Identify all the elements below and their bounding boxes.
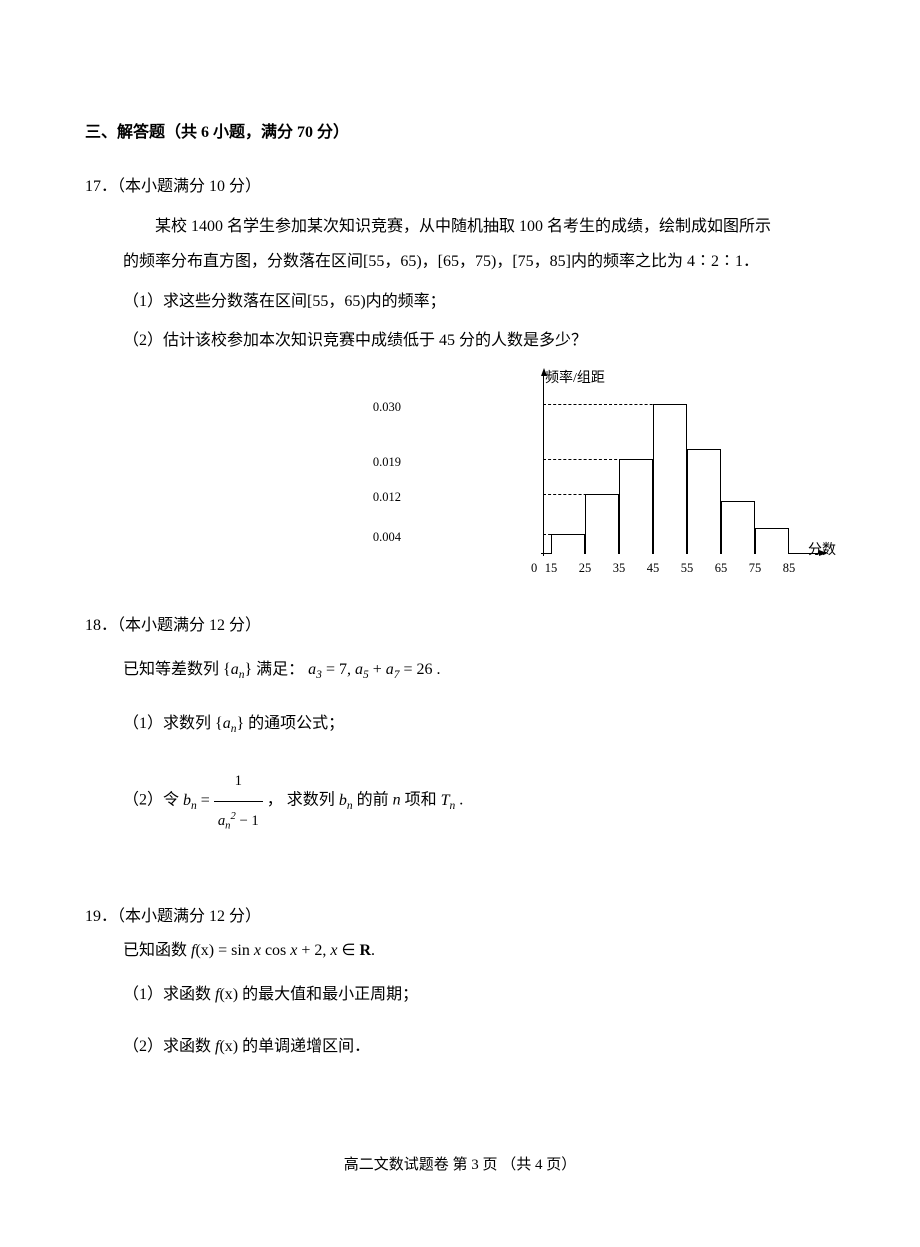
histogram-bar [619,459,653,554]
p18-q1: （1）求数列 {an} 的通项公式； [123,703,835,745]
xtick-label: 45 [647,558,660,578]
p18-a7a: a [386,661,394,678]
ytick-label: 0.004 [373,527,401,547]
problem-18-points: （本小题满分 12 分） [117,617,261,634]
p19-R: R [359,942,371,959]
p18-bn-b: b [183,792,191,809]
chart-plot-area: 0 分数 0.0040.0120.0190.030152535455565758… [543,384,808,554]
histogram-bar [755,528,789,554]
p18-den-m1: − 1 [236,813,259,829]
p18-q1-a: a [223,715,231,732]
problem-19: 19．（本小题满分 12 分） 已知函数 f(x) = sin x cos x … [85,904,835,1067]
histogram-bar [551,534,585,554]
problem-17-points: （本小题满分 10 分） [117,178,261,195]
p18-bn-n2: n [347,800,353,812]
p19-px: (x) [195,942,214,959]
histogram-bar [687,449,721,554]
problem-17-num: 17． [85,178,117,195]
p18-bn-n: n [191,800,197,812]
problem-17-body: 某校 1400 名学生参加某次知识竞赛，从中随机抽取 100 名考生的成绩，绘制… [85,209,835,358]
p19-cos: cos [261,942,290,959]
ytick-label: 0.012 [373,487,401,507]
p18-eq26: = 26 . [400,661,441,678]
p19-q2-px: (x) [219,1038,238,1055]
p18-q2-mid3: 项和 [401,792,437,809]
xtick-label: 15 [545,558,558,578]
p18-q2-mid2: 的前 [357,792,393,809]
p19-q1-px: (x) [219,986,238,1003]
p19-q1a: （1）求函数 [123,986,215,1003]
p18-q2-mid: ， 求数列 [267,792,335,809]
xtick-label: 25 [579,558,592,578]
p19-p2: + 2, [297,942,330,959]
problem-17: 17．（本小题满分 10 分） 某校 1400 名学生参加某次知识竞赛，从中随机… [85,174,835,358]
problem-19-num: 19． [85,908,117,925]
arrow-up-icon [541,368,547,376]
problem-19-body: 已知函数 f(x) = sin x cos x + 2, x ∈ R. （1）求… [85,932,835,1067]
ytick-label: 0.030 [373,397,401,417]
p19-q2a: （2）求函数 [123,1038,215,1055]
p17-q2: （2）估计该校参加本次知识竞赛中成绩低于 45 分的人数是多少？ [123,323,835,358]
p18-l1-mid: 满足： [256,661,304,678]
xtick-label: 55 [681,558,694,578]
xtick-label: 85 [783,558,796,578]
p18-eq7: = 7, [322,661,355,678]
p18-den-n: n [225,820,230,831]
xtick-label: 35 [613,558,626,578]
p18-seq-a: a [231,661,239,678]
p18-q2: （2）令 bn = 1 an2 − 1 ， 求数列 bn 的前 n 项和 Tn … [123,762,835,840]
xtick-label: 75 [749,558,762,578]
xtick-label: 65 [715,558,728,578]
problem-19-header: 19．（本小题满分 12 分） [85,904,835,930]
problem-18-num: 18． [85,617,117,634]
x-axis-title: 分数 [808,540,836,562]
histogram-bar [653,404,687,554]
p19-q1b: 的最大值和最小正周期； [242,986,418,1003]
origin-label: 0 [531,558,537,578]
y-axis [543,374,544,556]
p19-dot: . [371,942,375,959]
ytick-label: 0.019 [373,452,401,472]
page-footer: 高二文数试题卷 第 3 页 （共 4 页） [0,1153,920,1177]
p18-nvar: n [393,792,401,809]
problem-18: 18．（本小题满分 12 分） 已知等差数列 {an} 满足： a3 = 7, … [85,613,835,840]
p19-xin: x [330,942,337,959]
p18-plus: + [369,661,386,678]
problem-18-header: 18．（本小题满分 12 分） [85,613,835,639]
p19-eq: = sin [214,942,254,959]
p18-q2-lbl: （2）令 [123,792,179,809]
histogram-bar [585,494,619,554]
p18-Tn: T [441,792,450,809]
problem-19-points: （本小题满分 12 分） [117,908,261,925]
p19-q1: （1）求函数 f(x) 的最大值和最小正周期； [123,976,835,1014]
p19-l1-pref: 已知函数 [123,942,191,959]
p19-inR: ∈ [338,942,360,959]
p18-l1-pref: 已知等差数列 [123,661,219,678]
frequency-histogram: 频率/组距 0 分数 0.0040.0120.0190.030152535455… [495,372,835,577]
p18-fraction: 1 an2 − 1 [214,762,263,840]
p18-line1: 已知等差数列 {an} 满足： a3 = 7, a5 + a7 = 26 . [123,649,835,691]
p18-num1: 1 [235,773,242,789]
problem-18-body: 已知等差数列 {an} 满足： a3 = 7, a5 + a7 = 26 . （… [85,649,835,840]
p19-x1: x [254,942,261,959]
p19-q2: （2）求函数 f(x) 的单调递增区间． [123,1028,835,1066]
p18-q1-tail: 的通项公式； [248,715,344,732]
p17-q1: （1）求这些分数落在区间[55，65)内的频率； [123,284,835,319]
p17-line1: 某校 1400 名学生参加某次知识竞赛，从中随机抽取 100 名考生的成绩，绘制… [123,209,835,244]
p19-q2b: 的单调递增区间． [242,1038,370,1055]
p18-a3a: a [308,661,316,678]
p17-line2: 的频率分布直方图，分数落在区间[55，65)，[65，75)，[75，85]内的… [123,244,835,279]
problem-17-header: 17．（本小题满分 10 分） [85,174,835,200]
p18-a5a: a [355,661,363,678]
p18-bn-b2: b [339,792,347,809]
histogram-bar [721,501,755,554]
p18-dot: . [455,792,463,809]
section-title: 三、解答题（共 6 小题，满分 70 分） [85,120,835,146]
p18-q1-lbl: （1）求数列 [123,715,211,732]
p19-line1: 已知函数 f(x) = sin x cos x + 2, x ∈ R. [123,932,835,970]
